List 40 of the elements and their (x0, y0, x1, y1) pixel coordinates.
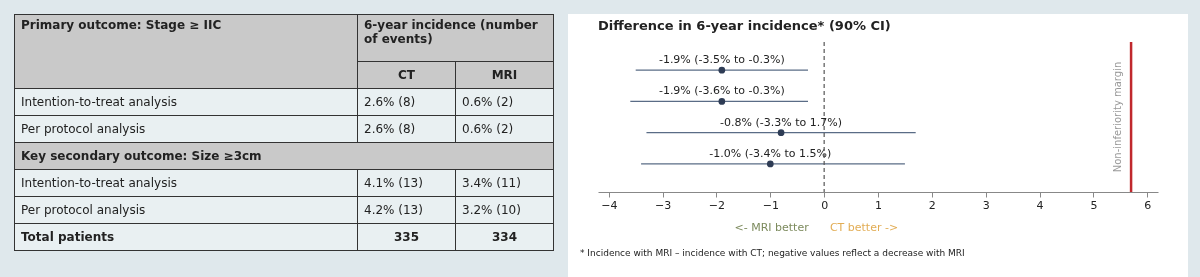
x-tick-label: 1 (875, 198, 882, 212)
category-label: Key secondary outcome: Size ≥3cm (21, 149, 262, 163)
x-tick-label: 5 (1090, 198, 1098, 212)
category-label: CT (357, 61, 456, 89)
text: 6-year incidence (number of events) (357, 14, 554, 62)
x-tick-label: −4 (601, 198, 618, 212)
text: 0.6% (2) (462, 95, 514, 109)
category-label: Intention-to-treat analysis (21, 176, 177, 190)
data-label: -1.0% (-3.4% to 1.5%) (709, 146, 832, 160)
text: 334 (491, 230, 518, 244)
chart-title: Difference in 6-year incidence* (90% CI) (598, 17, 891, 33)
text: 0.6% (2) (462, 122, 514, 136)
text: * Incidence with MRI – incidence with CT; negative values reflect a decrease with MRI (580, 248, 966, 258)
text: CT better -> (829, 221, 899, 234)
x-tick-label: 2 (928, 198, 936, 212)
text: Primary outcome: Stage ≥ IIC (14, 14, 358, 89)
category-label: Intention-to-treat analysis (21, 95, 177, 109)
text: 4.1% (13) (364, 176, 423, 190)
category-label: MRI (455, 61, 554, 89)
category-label: Per protocol analysis (21, 203, 146, 217)
ref-line-label: Non-inferiority margin (1112, 61, 1124, 173)
text: 2.6% (8) (364, 122, 416, 136)
category-label: Total patients (21, 230, 115, 244)
text: 3.4% (11) (462, 176, 521, 190)
data-label: -1.9% (-3.6% to -0.3%) (658, 84, 785, 98)
x-tick-label: 0 (821, 198, 829, 212)
x-tick-label: −1 (762, 198, 779, 212)
text: 3.2% (10) (462, 203, 521, 217)
text: <- MRI better (734, 221, 810, 234)
text: 4.2% (13) (364, 203, 423, 217)
x-tick-label: 3 (982, 198, 990, 212)
category-label: Per protocol analysis (21, 122, 146, 136)
data-label: -1.9% (-3.5% to -0.3%) (658, 53, 785, 67)
x-tick-label: 6 (1144, 198, 1152, 212)
x-tick-label: 4 (1036, 198, 1044, 212)
text: 2.6% (8) (364, 95, 416, 109)
text: 335 (393, 230, 420, 244)
x-tick-label: −2 (708, 198, 726, 212)
data-label: -0.8% (-3.3% to 1.7%) (720, 115, 843, 129)
x-tick-label: −3 (655, 198, 672, 212)
